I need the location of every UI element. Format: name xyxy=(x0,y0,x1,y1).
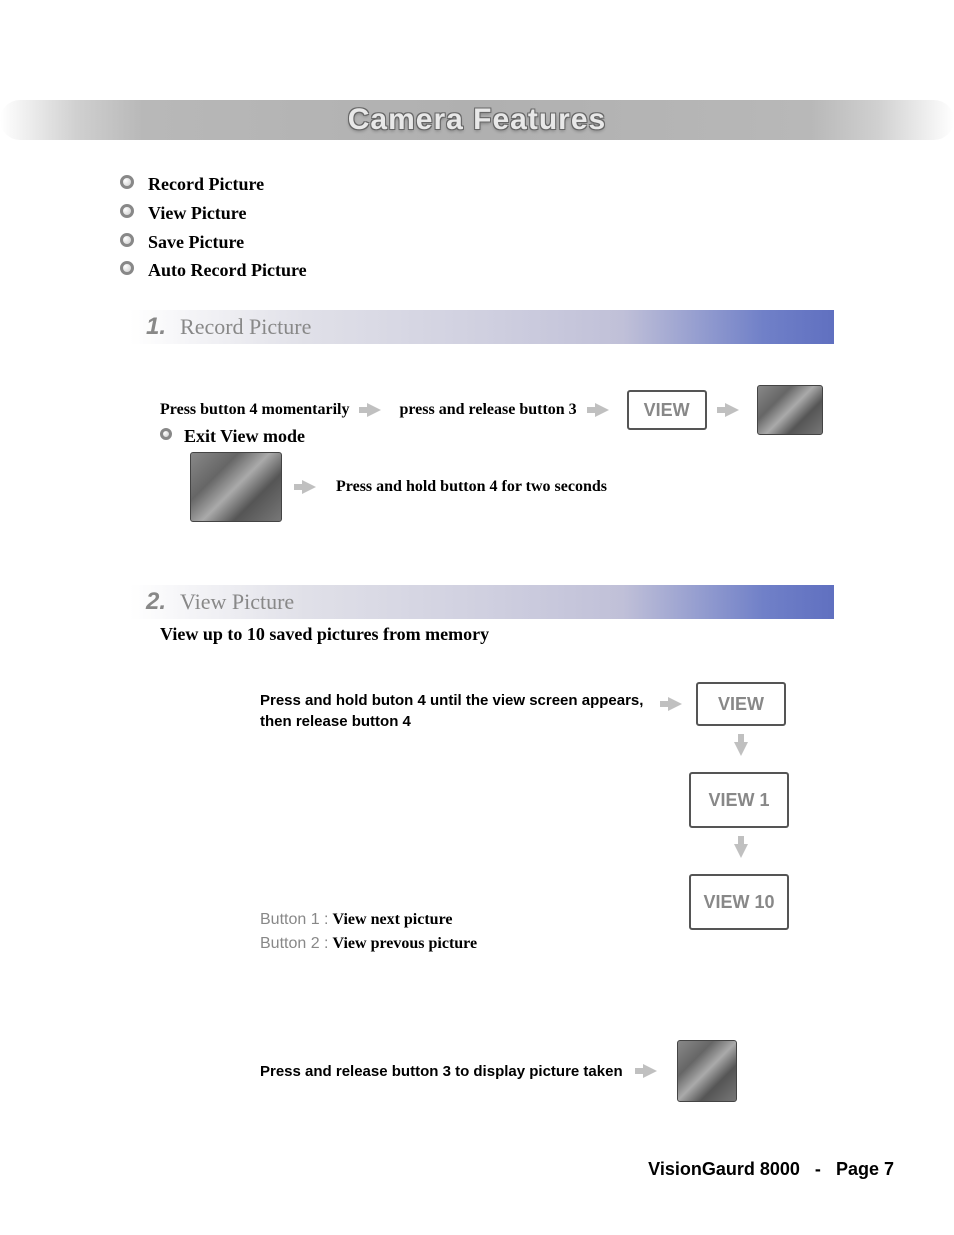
exit-flow: Press and hold button 4 for two seconds xyxy=(190,452,607,522)
bullet-icon xyxy=(160,428,172,440)
bullet-icon xyxy=(120,261,134,275)
lcd-display: VIEW 1 xyxy=(689,772,789,828)
section-title: Record Picture xyxy=(180,314,311,340)
list-item: Record Picture xyxy=(120,170,307,199)
instruction-text: Press button 4 momentarily xyxy=(160,401,349,419)
bullet-icon xyxy=(120,175,134,189)
lcd-display: VIEW 10 xyxy=(689,874,789,930)
section-title: View Picture xyxy=(180,589,294,615)
feature-list: Record Picture View Picture Save Picture… xyxy=(120,170,307,285)
list-item-label: View Picture xyxy=(148,203,246,223)
picture-thumbnail xyxy=(190,452,282,522)
arrow-right-icon xyxy=(302,480,316,494)
button-action: View prevous picture xyxy=(333,935,478,952)
list-item-label: Save Picture xyxy=(148,232,244,252)
list-item: Save Picture xyxy=(120,228,307,257)
list-item: View Picture xyxy=(120,199,307,228)
page-number: 7 xyxy=(884,1159,894,1179)
button-action: View next picture xyxy=(333,911,453,928)
instruction-text: Press and hold button 4 for two seconds xyxy=(336,478,607,496)
arrow-right-icon xyxy=(595,403,609,417)
page-title: Camera Features xyxy=(348,103,606,137)
section-header: 2. View Picture xyxy=(130,585,834,619)
button-descriptions: Button 1 : View next picture Button 2 : … xyxy=(260,908,477,956)
arrow-down-icon xyxy=(734,742,748,756)
bullet-icon xyxy=(120,204,134,218)
arrow-right-icon xyxy=(725,403,739,417)
instruction-text: Press and release button 3 to display pi… xyxy=(260,1063,623,1080)
exit-label: Exit View mode xyxy=(184,426,305,446)
arrow-down-icon xyxy=(734,844,748,858)
button-label: Button 2 : xyxy=(260,935,329,952)
section-subtitle: View up to 10 saved pictures from memory xyxy=(160,624,489,645)
section2-display-column: VIEW VIEW 1 VIEW 10 xyxy=(665,682,789,930)
instruction-text: Press and hold buton 4 until the view sc… xyxy=(260,690,650,732)
lcd-display: VIEW xyxy=(696,682,786,726)
section-number: 1. xyxy=(146,313,166,341)
picture-thumbnail xyxy=(677,1040,737,1102)
section2-final-flow: Press and release button 3 to display pi… xyxy=(260,1040,737,1102)
list-item: Auto Record Picture xyxy=(120,256,307,285)
page-footer: VisionGaurd 8000 - Page 7 xyxy=(0,1159,954,1180)
title-bar: Camera Features xyxy=(0,100,954,140)
arrow-right-icon xyxy=(668,697,682,711)
button-label: Button 1 : xyxy=(260,911,329,928)
section-header: 1. Record Picture xyxy=(130,310,834,344)
section-number: 2. xyxy=(146,588,166,616)
arrow-right-icon xyxy=(643,1064,657,1078)
arrow-right-icon xyxy=(367,403,381,417)
product-name: VisionGaurd 8000 xyxy=(648,1159,800,1179)
instruction-text: press and release button 3 xyxy=(399,401,576,419)
bullet-icon xyxy=(120,233,134,247)
page-label: Page xyxy=(836,1159,879,1179)
separator: - xyxy=(815,1159,821,1179)
list-item-label: Record Picture xyxy=(148,174,264,194)
list-item-label: Auto Record Picture xyxy=(148,260,307,280)
picture-thumbnail xyxy=(757,385,823,435)
exit-mode-label: Exit View mode xyxy=(160,426,305,447)
lcd-display: VIEW xyxy=(627,390,707,430)
